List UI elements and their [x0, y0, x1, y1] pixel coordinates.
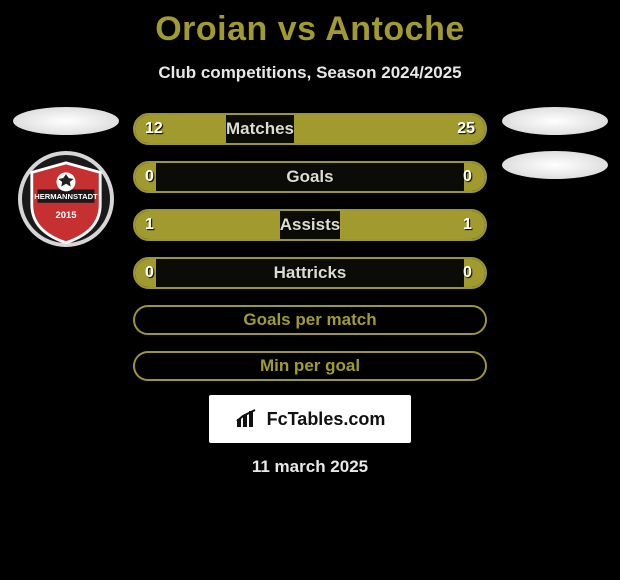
stat-value-left: 1 — [145, 216, 157, 234]
left-team-column: HERMANNSTADT 2015 — [4, 107, 127, 247]
right-team-column — [493, 107, 616, 179]
stat-bar-left: 0 — [135, 163, 156, 191]
stat-value-right: 1 — [463, 216, 475, 234]
page-title: Oroian vs Antoche — [0, 10, 620, 49]
brand-text: FcTables.com — [267, 409, 386, 430]
stat-label: Min per goal — [260, 356, 360, 376]
stats-column: 12 Matches 25 0 Goals 0 1 Assists 1 0 Hattricks 0 Go… — [127, 113, 493, 381]
badge-year: 2015 — [55, 210, 77, 221]
stat-bar-right: 25 — [294, 115, 485, 143]
stat-value-right: 25 — [457, 120, 475, 138]
player-photo-placeholder — [502, 107, 608, 135]
stat-row: 12 Matches 25 — [133, 113, 487, 145]
stat-label: Hattricks — [274, 263, 347, 283]
club-badge-placeholder — [502, 151, 608, 179]
comparison-card: Oroian vs Antoche Club competitions, Sea… — [0, 0, 620, 580]
stat-bar-center: Assists — [280, 211, 340, 239]
bar-chart-icon — [235, 409, 261, 429]
stat-bar-center: Matches — [226, 115, 294, 143]
stat-row: 1 Assists 1 — [133, 209, 487, 241]
stat-bar-left: 1 — [135, 211, 280, 239]
stat-label: Matches — [226, 119, 294, 139]
as-of-date: 11 march 2025 — [0, 457, 620, 477]
stat-bar-right: 0 — [464, 259, 485, 287]
stat-bar-center: Hattricks — [156, 259, 464, 287]
stat-bar-left: 0 — [135, 259, 156, 287]
stat-bar-right: 0 — [464, 163, 485, 191]
stat-bar-center: Goals — [156, 163, 464, 191]
comparison-body: HERMANNSTADT 2015 12 Matches 25 0 Goals 0 1 Ass… — [0, 113, 620, 381]
brand-badge: FcTables.com — [209, 395, 411, 443]
stat-header-row: Min per goal — [133, 351, 487, 381]
stat-label: Goals per match — [243, 310, 376, 330]
stat-row: 0 Goals 0 — [133, 161, 487, 193]
stat-row: 0 Hattricks 0 — [133, 257, 487, 289]
stat-value-right: 0 — [463, 264, 475, 282]
season-subtitle: Club competitions, Season 2024/2025 — [0, 63, 620, 83]
stat-bar-left: 12 — [135, 115, 226, 143]
stat-value-right: 0 — [463, 168, 475, 186]
stat-value-left: 12 — [145, 120, 163, 138]
stat-label: Goals — [286, 167, 333, 187]
shield-icon: HERMANNSTADT 2015 — [28, 161, 104, 245]
stat-bar-right: 1 — [340, 211, 485, 239]
badge-text: HERMANNSTADT — [34, 192, 98, 201]
club-badge-left: HERMANNSTADT 2015 — [18, 151, 114, 247]
player-photo-placeholder — [13, 107, 119, 135]
stat-header-row: Goals per match — [133, 305, 487, 335]
stat-label: Assists — [280, 215, 340, 235]
